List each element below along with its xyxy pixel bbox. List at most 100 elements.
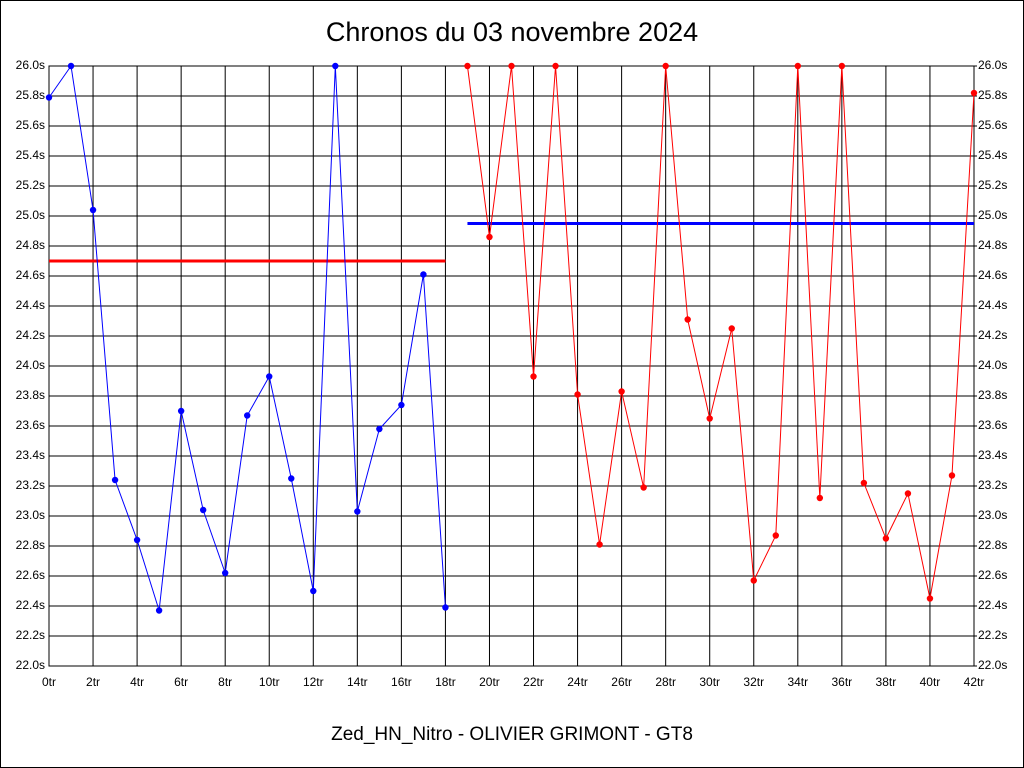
- y-tick-label: 25.6s: [16, 118, 45, 132]
- data-point: [398, 401, 405, 409]
- data-point: [838, 62, 846, 70]
- data-point: [530, 373, 537, 380]
- series-line: [466, 65, 975, 599]
- x-tick-label: 16tr: [391, 675, 412, 689]
- y-tick-label: 25.0s: [16, 208, 45, 222]
- data-point: [904, 490, 912, 497]
- x-tick-label: 2tr: [86, 675, 100, 689]
- data-point: [772, 532, 779, 539]
- x-tick-label: 4tr: [130, 675, 144, 689]
- y-tick-label: 22.0s: [16, 658, 45, 672]
- x-tick-label: 0tr: [42, 675, 56, 689]
- data-point: [221, 569, 229, 577]
- x-tick-label: 40tr: [920, 675, 941, 689]
- x-tick-label: 18tr: [435, 675, 456, 689]
- x-tick-label: 36tr: [832, 675, 853, 689]
- data-point: [794, 62, 802, 70]
- x-tick-label: 22tr: [523, 675, 544, 689]
- data-point: [728, 325, 735, 332]
- data-point: [486, 233, 493, 241]
- chart-title: Chronos du 03 novembre 2024: [326, 17, 698, 47]
- data-point: [89, 206, 97, 214]
- x-tick-label: 26tr: [611, 675, 632, 689]
- data-point: [970, 89, 978, 97]
- data-point: [618, 388, 625, 395]
- y2-tick-label: 22.6s: [978, 568, 1007, 582]
- y-tick-label: 24.0s: [16, 358, 45, 372]
- y2-tick-label: 22.4s: [978, 598, 1007, 612]
- x-tick-label: 32tr: [743, 675, 764, 689]
- y2-tick-label: 24.0s: [978, 358, 1007, 372]
- y2-tick-label: 26.0s: [978, 58, 1007, 72]
- y2-tick-label: 23.2s: [978, 478, 1007, 492]
- data-point: [662, 62, 669, 70]
- data-point: [332, 62, 339, 70]
- x-tick-label: 34tr: [787, 675, 808, 689]
- y-tick-label: 23.2s: [16, 478, 45, 492]
- y2-tick-label: 24.8s: [978, 238, 1007, 252]
- x-tick-label: 14tr: [347, 675, 368, 689]
- y2-tick-label: 25.4s: [978, 148, 1007, 162]
- data-point: [948, 472, 956, 479]
- data-point: [926, 595, 934, 602]
- data-point: [464, 62, 471, 70]
- data-point: [574, 391, 581, 398]
- x-tick-label: 20tr: [479, 675, 500, 689]
- y2-tick-label: 22.0s: [978, 658, 1007, 672]
- data-point: [67, 62, 75, 70]
- data-point: [882, 535, 890, 542]
- y-tick-label: 26.0s: [16, 58, 45, 72]
- y2-tick-label: 24.2s: [978, 328, 1007, 342]
- data-point: [420, 271, 427, 278]
- x-tick-label: 24tr: [567, 675, 588, 689]
- data-point: [596, 541, 603, 548]
- x-tick-label: 28tr: [655, 675, 676, 689]
- data-point: [133, 536, 141, 544]
- data-point: [640, 484, 647, 491]
- y2-tick-label: 22.2s: [978, 628, 1007, 642]
- data-point: [860, 479, 868, 487]
- y2-tick-label: 25.2s: [978, 178, 1007, 192]
- y-tick-label: 25.2s: [16, 178, 45, 192]
- y-tick-label: 25.8s: [16, 88, 45, 102]
- y-tick-label: 23.4s: [16, 448, 45, 462]
- y2-tick-label: 23.4s: [978, 448, 1007, 462]
- data-point: [508, 62, 515, 70]
- data-point: [552, 62, 559, 70]
- y2-tick-label: 24.6s: [978, 268, 1007, 282]
- data-point: [706, 415, 713, 422]
- data-point: [177, 407, 185, 415]
- y2-tick-label: 24.4s: [978, 298, 1007, 312]
- y2-tick-label: 25.6s: [978, 118, 1007, 132]
- data-point: [684, 316, 691, 323]
- y-tick-label: 24.4s: [16, 298, 45, 312]
- y2-tick-label: 25.8s: [978, 88, 1007, 102]
- data-point: [310, 587, 317, 595]
- data-point: [155, 607, 163, 614]
- y-tick-label: 22.8s: [16, 538, 45, 552]
- data-point: [244, 412, 251, 419]
- y-tick-label: 24.8s: [16, 238, 45, 252]
- y-tick-label: 23.0s: [16, 508, 45, 522]
- y2-tick-label: 23.0s: [978, 508, 1007, 522]
- data-point: [288, 475, 295, 482]
- data-point: [199, 506, 207, 514]
- data-point: [354, 508, 361, 515]
- data-point: [111, 476, 119, 484]
- x-tick-label: 12tr: [303, 675, 324, 689]
- data-point: [45, 94, 53, 101]
- x-tick-label: 30tr: [699, 675, 720, 689]
- y-tick-label: 24.2s: [16, 328, 45, 342]
- data-point: [750, 577, 757, 584]
- x-tick-label: 6tr: [174, 675, 188, 689]
- y-tick-label: 22.2s: [16, 628, 45, 642]
- x-tick-label: 38tr: [876, 675, 897, 689]
- y2-tick-label: 25.0s: [978, 208, 1007, 222]
- data-point: [816, 494, 824, 502]
- x-tick-label: 10tr: [259, 675, 280, 689]
- x-tick-label: 42tr: [964, 675, 985, 689]
- data-point: [376, 425, 383, 433]
